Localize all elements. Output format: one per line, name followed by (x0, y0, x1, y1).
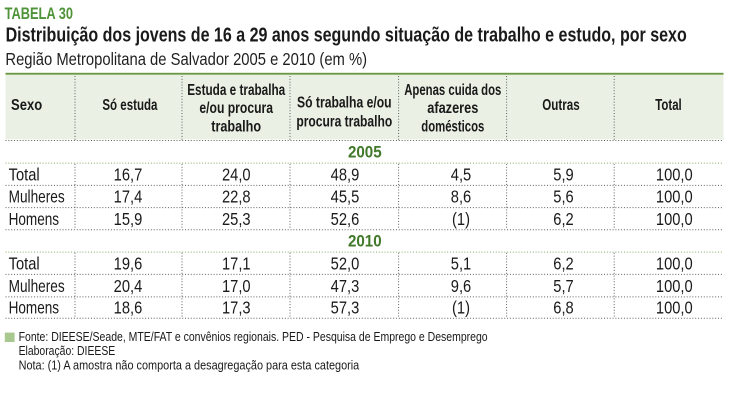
svg-text:2010: 2010 (348, 232, 382, 251)
svg-text:4,5: 4,5 (451, 165, 471, 184)
svg-text:trabalho: trabalho (211, 118, 261, 136)
svg-text:9,6: 9,6 (451, 277, 471, 296)
svg-text:Estuda e trabalha: Estuda e trabalha (187, 80, 285, 98)
svg-text:2005: 2005 (348, 143, 382, 162)
svg-text:100,0: 100,0 (656, 298, 693, 317)
svg-text:100,0: 100,0 (656, 277, 693, 296)
svg-text:Mulheres: Mulheres (9, 188, 65, 207)
svg-text:25,3: 25,3 (222, 210, 251, 229)
svg-text:5,7: 5,7 (553, 277, 573, 296)
svg-text:(1): (1) (452, 298, 470, 317)
svg-text:Só estuda: Só estuda (102, 95, 157, 113)
svg-text:52,0: 52,0 (331, 254, 360, 273)
svg-text:16,7: 16,7 (114, 165, 143, 184)
svg-text:Só trabalha e/ou: Só trabalha e/ou (297, 94, 392, 112)
svg-text:22,8: 22,8 (222, 188, 251, 207)
svg-text:e/ou procura: e/ou procura (199, 100, 273, 118)
svg-text:5,9: 5,9 (553, 165, 573, 184)
svg-text:Sexo: Sexo (11, 97, 42, 115)
svg-text:domésticos: domésticos (421, 117, 484, 135)
svg-text:52,6: 52,6 (331, 210, 360, 229)
svg-text:Distribuição dos jovens de 16: Distribuição dos jovens de 16 a 29 anos … (6, 24, 687, 46)
svg-text:100,0: 100,0 (656, 254, 693, 273)
svg-text:Apenas cuida dos: Apenas cuida dos (404, 80, 501, 98)
svg-text:100,0: 100,0 (656, 210, 693, 229)
svg-text:5,1: 5,1 (451, 254, 471, 273)
svg-text:Nota: (1) A amostra não compor: Nota: (1) A amostra não comporta a desag… (19, 357, 360, 372)
svg-text:17,1: 17,1 (222, 254, 251, 273)
svg-text:Fonte: DIEESE/Seade, MTE/FAT e: Fonte: DIEESE/Seade, MTE/FAT e convênios… (19, 329, 488, 344)
svg-text:Região Metropolitana de Salvad: Região Metropolitana de Salvador 2005 e … (5, 50, 367, 69)
svg-text:procura trabalho: procura trabalho (296, 113, 392, 131)
svg-text:48,9: 48,9 (331, 165, 360, 184)
svg-text:6,2: 6,2 (553, 210, 573, 229)
svg-text:Outras: Outras (542, 95, 580, 113)
svg-text:afazeres: afazeres (427, 100, 478, 118)
svg-text:17,3: 17,3 (222, 298, 251, 317)
svg-text:8,6: 8,6 (451, 188, 471, 207)
svg-text:Total: Total (655, 95, 681, 113)
svg-text:47,3: 47,3 (331, 277, 360, 296)
svg-text:Elaboração: DIEESE: Elaboração: DIEESE (19, 343, 116, 359)
svg-text:19,6: 19,6 (114, 254, 143, 273)
svg-text:Homens: Homens (9, 299, 60, 318)
svg-text:18,6: 18,6 (114, 298, 143, 317)
svg-text:TABELA 30: TABELA 30 (5, 6, 73, 24)
svg-text:24,0: 24,0 (222, 165, 251, 184)
svg-text:5,6: 5,6 (553, 188, 573, 207)
svg-text:20,4: 20,4 (114, 277, 143, 296)
svg-text:100,0: 100,0 (656, 188, 693, 207)
svg-text:(1): (1) (452, 210, 470, 229)
svg-text:100,0: 100,0 (656, 165, 693, 184)
svg-text:Total: Total (9, 165, 40, 184)
svg-text:15,9: 15,9 (114, 210, 143, 229)
svg-text:57,3: 57,3 (331, 298, 360, 317)
svg-text:17,0: 17,0 (222, 277, 251, 296)
svg-text:6,8: 6,8 (553, 298, 573, 317)
svg-text:Homens: Homens (9, 210, 60, 229)
svg-text:Mulheres: Mulheres (9, 277, 65, 296)
svg-text:45,5: 45,5 (331, 188, 360, 207)
svg-text:17,4: 17,4 (114, 188, 143, 207)
svg-text:6,2: 6,2 (553, 254, 573, 273)
svg-text:Total: Total (9, 254, 40, 273)
